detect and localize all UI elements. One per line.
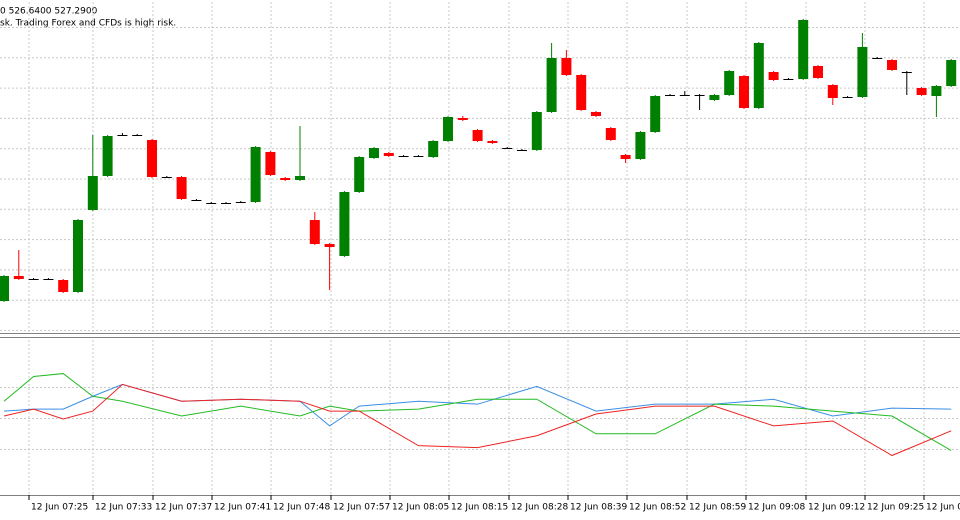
candle-body xyxy=(798,20,809,79)
candle-body xyxy=(813,66,823,78)
candle-body xyxy=(309,220,320,244)
candle-body xyxy=(428,141,439,157)
candle-body xyxy=(857,47,868,97)
candle-body xyxy=(457,118,468,120)
candle-body xyxy=(753,43,764,108)
candle-body xyxy=(827,85,838,98)
time-label: 12 Jun 07:41 xyxy=(214,503,271,513)
candle-body xyxy=(383,153,394,156)
candle-body xyxy=(176,177,187,199)
candle-body xyxy=(650,96,661,132)
candle-body xyxy=(605,128,616,140)
indicator-line xyxy=(3,373,952,452)
candle-body xyxy=(206,203,217,204)
candle-body xyxy=(635,132,646,159)
candle-body xyxy=(694,95,705,96)
candle-body xyxy=(354,157,365,192)
time-label: 12 Jun 09:25 xyxy=(867,503,924,513)
candle-body xyxy=(0,276,9,301)
time-label: 12 Jun 08:52 xyxy=(629,503,686,513)
candle-body xyxy=(369,148,379,158)
indicator-line xyxy=(3,383,952,457)
candle-body xyxy=(931,86,942,96)
candle-body xyxy=(87,176,98,210)
candle-body xyxy=(339,192,350,256)
candle-body xyxy=(221,203,231,204)
candle-body xyxy=(665,95,675,96)
candle-body xyxy=(161,177,172,178)
candle-body xyxy=(73,220,83,292)
candle-body xyxy=(783,79,794,80)
candle-body xyxy=(295,176,305,180)
candle-body xyxy=(620,155,631,159)
time-label: 12 Jun 08:15 xyxy=(451,503,508,513)
candle-body xyxy=(43,279,54,280)
time-label: 12 Jun 08:28 xyxy=(511,503,568,513)
candle-body xyxy=(443,117,453,141)
candle-body xyxy=(946,60,957,86)
candle-body xyxy=(679,95,690,96)
candle-body xyxy=(324,244,335,247)
candle-body xyxy=(709,95,720,100)
candle-body xyxy=(280,178,291,180)
time-label: 12 Jun 07:48 xyxy=(273,503,330,513)
candle-body xyxy=(117,135,128,136)
time-label: 12 Jun 09:08 xyxy=(748,503,805,513)
candle-body xyxy=(147,140,157,177)
candle-body xyxy=(576,75,587,110)
candle-body xyxy=(546,58,557,112)
candle-body xyxy=(487,141,498,143)
candle-body xyxy=(13,276,24,279)
indicator-line xyxy=(3,383,952,427)
candle-body xyxy=(724,71,735,95)
time-label: 12 Jun 08:39 xyxy=(570,503,627,513)
candle-body xyxy=(102,136,113,176)
candle-body xyxy=(413,156,424,157)
candle-body xyxy=(502,148,513,149)
header-line: 0 526.6400 527.2900 xyxy=(0,7,98,17)
time-label: 12 Jun 08:59 xyxy=(689,503,746,513)
candle-body xyxy=(58,280,69,292)
candle-body xyxy=(191,200,202,201)
time-label: 12 Jun 07:33 xyxy=(95,503,152,513)
candle-body xyxy=(768,72,779,80)
time-label: 12 Jun 07:37 xyxy=(155,503,212,513)
candle-body xyxy=(901,72,912,73)
candle-body xyxy=(916,88,927,95)
time-label: 12 Jun 07:57 xyxy=(333,503,390,513)
candle-body xyxy=(235,202,246,203)
time-label: 12 Jun 07:25 xyxy=(31,503,88,513)
time-label: 12 Jun 08:05 xyxy=(392,503,449,513)
candle-body xyxy=(872,58,883,59)
candle-body xyxy=(842,97,853,98)
candle-body xyxy=(561,58,572,75)
candle-body xyxy=(591,112,601,116)
candle-body xyxy=(132,135,143,136)
time-label: 12 Jun 09:12 xyxy=(808,503,865,513)
candle-body xyxy=(739,76,749,108)
candle-body xyxy=(887,60,897,70)
header-line: sk. Trading Forex and CFDs is high risk. xyxy=(0,19,176,29)
candle-body xyxy=(28,279,39,280)
candle-body xyxy=(472,130,483,141)
time-label: 12 Jun 09:32 xyxy=(926,503,960,513)
candle-body xyxy=(250,147,261,202)
candle-body xyxy=(265,152,276,175)
candle-body xyxy=(531,112,542,150)
candle-body xyxy=(398,156,409,157)
candle-body xyxy=(517,150,527,151)
